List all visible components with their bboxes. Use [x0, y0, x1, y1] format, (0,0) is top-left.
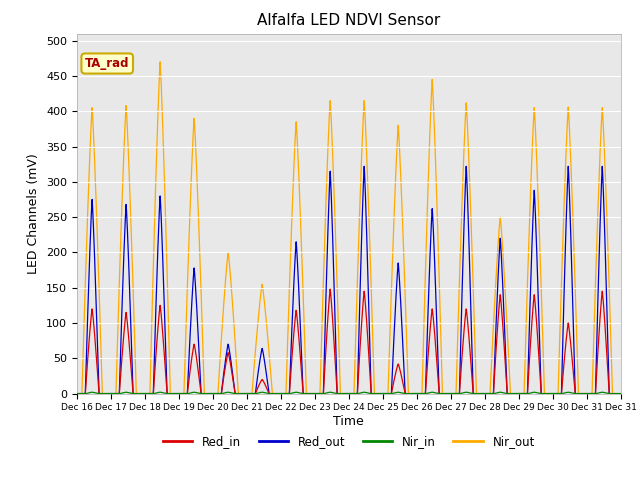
Legend: Red_in, Red_out, Nir_in, Nir_out: Red_in, Red_out, Nir_in, Nir_out	[158, 430, 540, 453]
Y-axis label: LED Channels (mV): LED Channels (mV)	[28, 153, 40, 274]
Text: TA_rad: TA_rad	[85, 57, 129, 70]
X-axis label: Time: Time	[333, 415, 364, 428]
Title: Alfalfa LED NDVI Sensor: Alfalfa LED NDVI Sensor	[257, 13, 440, 28]
